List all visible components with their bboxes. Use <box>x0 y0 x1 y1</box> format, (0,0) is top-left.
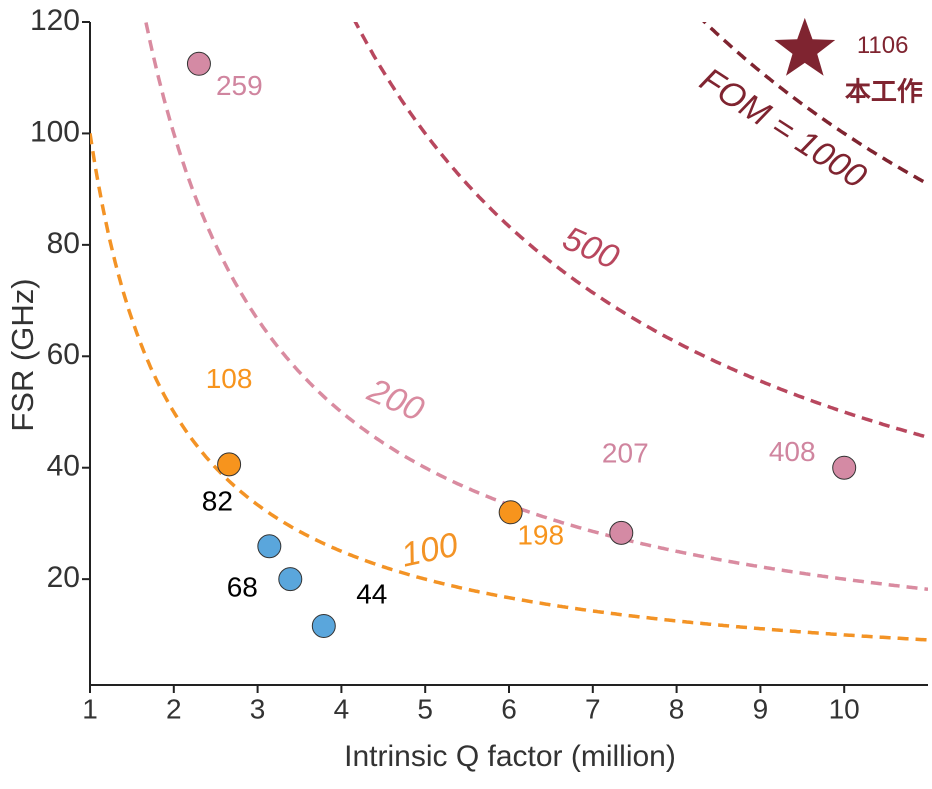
x-axis-label: Intrinsic Q factor (million) <box>344 740 676 773</box>
x-tick-label: 4 <box>334 693 350 724</box>
fom-label: 68 <box>227 572 258 603</box>
fom-curve <box>353 22 928 440</box>
point <box>186 51 211 76</box>
x-tick-label: 9 <box>753 693 769 724</box>
curve-label: 200 <box>361 371 429 429</box>
point <box>498 500 523 525</box>
x-tick-label: 5 <box>417 693 433 724</box>
fom-label: 408 <box>769 436 816 467</box>
annotation: 本工作 <box>845 77 923 107</box>
fom-label: 207 <box>602 437 649 468</box>
point <box>217 452 242 477</box>
curve-label: 500 <box>557 219 624 277</box>
point <box>257 534 282 559</box>
point <box>832 455 857 480</box>
point <box>311 613 336 638</box>
fom-label: 44 <box>356 578 387 609</box>
x-tick-label: 10 <box>829 693 860 724</box>
x-tick-label: 1 <box>82 693 98 724</box>
x-tick-label: 2 <box>166 693 182 724</box>
y-tick-label: 100 <box>30 115 80 148</box>
curve-label: 100 <box>398 526 461 575</box>
fom-label: 259 <box>216 70 263 101</box>
y-tick-label: 80 <box>47 227 80 260</box>
y-tick-label: 60 <box>47 338 80 371</box>
x-tick-label: 7 <box>585 693 601 724</box>
y-axis-label: FSR (GHz) <box>5 278 40 431</box>
point <box>609 520 634 545</box>
x-tick-label: 6 <box>501 693 517 724</box>
x-tick-label: 3 <box>250 693 266 724</box>
fom-label: 82 <box>202 486 233 517</box>
x-tick-label: 8 <box>669 693 685 724</box>
y-tick-label: 20 <box>47 561 80 594</box>
y-tick-label: 40 <box>47 450 80 483</box>
fom-label: 108 <box>206 363 253 394</box>
fom-curve <box>90 133 928 642</box>
y-tick-label: 120 <box>30 4 80 37</box>
fom-label: 1106 <box>857 32 909 59</box>
point <box>278 567 303 592</box>
star-point <box>774 17 836 76</box>
fom-label: 198 <box>517 520 564 551</box>
